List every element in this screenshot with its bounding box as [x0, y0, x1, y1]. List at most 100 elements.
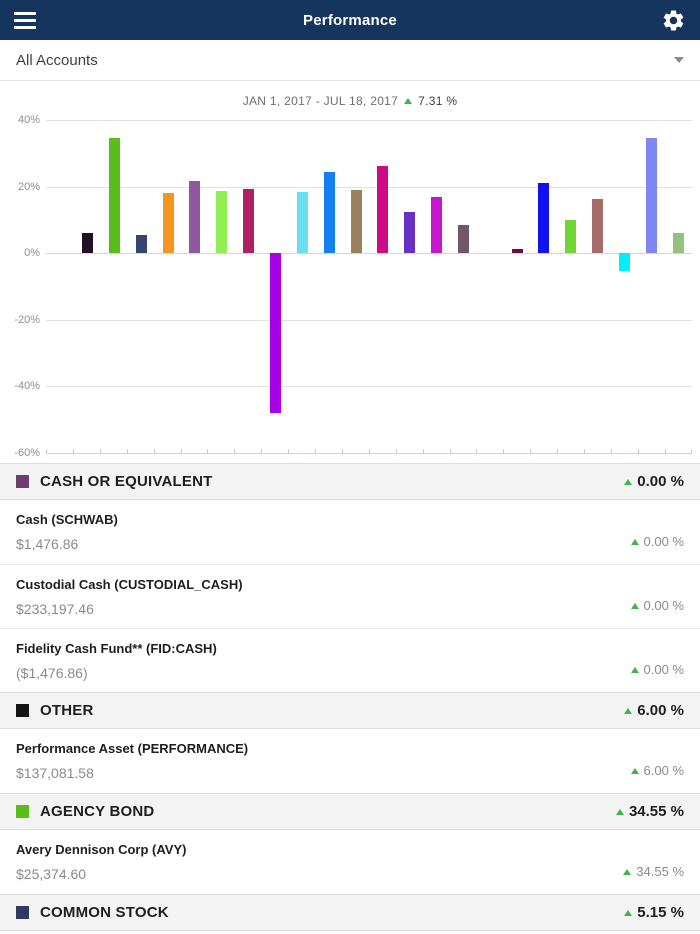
section-header[interactable]: CASH OR EQUIVALENT 0.00 % [0, 463, 700, 500]
chevron-down-icon [674, 57, 684, 63]
account-selector[interactable]: All Accounts [0, 40, 700, 81]
section-header[interactable]: OTHER 6.00 % [0, 692, 700, 729]
chart-bar[interactable] [377, 165, 389, 253]
chart-gridline [46, 120, 692, 121]
holding-value: $233,197.46 [16, 601, 94, 617]
chart-bar[interactable] [82, 233, 93, 253]
chart-bar[interactable] [619, 253, 630, 271]
up-triangle-icon [630, 666, 639, 673]
x-axis-tick [395, 448, 397, 454]
chart-bar[interactable] [457, 225, 469, 253]
x-axis-tick [288, 448, 290, 454]
x-axis-tick [72, 448, 74, 454]
chart-bar[interactable] [189, 180, 201, 253]
holding-change: 6.00 % [630, 763, 684, 778]
holding-change: 34.55 % [623, 864, 684, 879]
chart-bar[interactable] [243, 189, 255, 253]
chart-bar[interactable] [350, 190, 362, 253]
up-triangle-icon [630, 767, 639, 774]
chart-bar[interactable] [645, 138, 657, 253]
account-selector-label: All Accounts [16, 51, 98, 69]
x-axis-tick [99, 448, 101, 454]
chart-gridline [46, 319, 692, 321]
chart-bar[interactable] [296, 192, 308, 253]
chart-total-change: 7.31 % [418, 94, 458, 108]
x-axis-tick [691, 448, 692, 454]
holding-row[interactable]: Avery Dennison Corp (AVY) $25,374.60 34.55… [0, 830, 700, 894]
y-axis-tick-label: 20% [17, 180, 40, 193]
holding-value: ($1,476.86) [16, 665, 88, 681]
performance-chart: JAN 1, 2017 - JUL 18, 2017 7.31 % 40% 20%… [0, 81, 700, 463]
chart-gridline [46, 253, 692, 254]
y-axis-tick-label: -60% [14, 446, 40, 459]
up-triangle-icon [630, 602, 639, 609]
x-axis-tick [610, 448, 612, 454]
x-axis-tick [207, 448, 209, 454]
holding-row[interactable]: Cash (SCHWAB) $1,476.86 0.00 % [0, 500, 700, 564]
section-header[interactable]: AGENCY BOND 34.55 % [0, 793, 700, 830]
x-axis-tick [153, 448, 155, 454]
holding-change: 0.00 % [630, 534, 684, 549]
x-axis-tick [422, 448, 424, 454]
chart-bar[interactable] [592, 199, 604, 253]
section-label: CASH OR EQUIVALENT [40, 473, 213, 490]
y-axis-tick-label: 0% [24, 247, 40, 259]
category-color-swatch [16, 906, 29, 919]
chart-bar[interactable] [404, 212, 416, 253]
section-label: OTHER [40, 702, 94, 719]
chart-bar[interactable] [565, 220, 577, 253]
chart-bar[interactable] [269, 253, 281, 413]
holding-change: 0.00 % [630, 598, 684, 613]
chart-bar[interactable] [135, 234, 147, 253]
section-change: 34.55 % [615, 803, 684, 820]
settings-button[interactable] [661, 8, 686, 33]
category-color-swatch [16, 805, 29, 818]
holding-change: 0.00 % [630, 662, 684, 677]
chart-bar[interactable] [162, 193, 174, 253]
menu-icon[interactable] [14, 11, 36, 29]
chart-bar[interactable] [108, 138, 120, 253]
x-axis-tick [584, 448, 585, 454]
section-header[interactable]: COMMON STOCK 5.15 % [0, 894, 700, 931]
x-axis-tick [637, 448, 639, 454]
section-change-value: 5.15 % [637, 904, 684, 921]
y-axis-tick-label: -40% [14, 380, 40, 392]
holding-name: Custodial Cash (CUSTODIAL_CASH) [16, 577, 243, 592]
x-axis-tick [180, 448, 182, 454]
x-axis-tick [557, 448, 559, 454]
chart-bar[interactable] [511, 248, 523, 253]
x-axis-tick [503, 448, 505, 454]
up-triangle-icon [624, 707, 633, 714]
holding-row[interactable]: Custodial Cash (CUSTODIAL_CASH) $233,197.… [0, 564, 700, 628]
holding-change-value: 0.00 % [643, 534, 684, 549]
holding-row[interactable]: Fidelity Cash Fund** (FID:CASH) ($1,476.8… [0, 628, 700, 692]
category-color-swatch [16, 704, 29, 717]
chart-bar[interactable] [672, 233, 684, 253]
holding-name: Fidelity Cash Fund** (FID:CASH) [16, 641, 217, 656]
up-triangle-icon [630, 538, 639, 545]
holding-change-value: 0.00 % [643, 662, 684, 677]
chart-bar[interactable] [538, 182, 550, 253]
chart-gridline [46, 186, 692, 188]
holding-value: $25,374.60 [16, 866, 87, 882]
section-label: AGENCY BOND [40, 803, 155, 820]
section-change: 6.00 % [624, 702, 684, 719]
up-triangle-icon [623, 868, 632, 875]
gear-icon [663, 10, 684, 30]
section-change-value: 0.00 % [637, 473, 684, 490]
section-change-value: 6.00 % [637, 702, 684, 719]
holding-row[interactable]: Performance Asset (PERFORMANCE) $137,081.… [0, 729, 700, 793]
chart-bar[interactable] [431, 196, 443, 253]
chart-bar[interactable] [323, 172, 335, 253]
x-axis-tick [234, 448, 236, 454]
holding-name: Performance Asset (PERFORMANCE) [16, 741, 249, 756]
x-axis-tick [261, 448, 263, 454]
x-axis-tick [46, 448, 47, 454]
x-axis-tick [476, 448, 478, 454]
chart-header: JAN 1, 2017 - JUL 18, 2017 7.31 % [0, 94, 700, 108]
holding-change-value: 34.55 % [636, 864, 684, 879]
x-axis-tick [530, 448, 532, 454]
chart-bar[interactable] [216, 190, 228, 253]
x-axis-tick [449, 448, 451, 454]
holding-value: $137,081.58 [16, 765, 94, 781]
